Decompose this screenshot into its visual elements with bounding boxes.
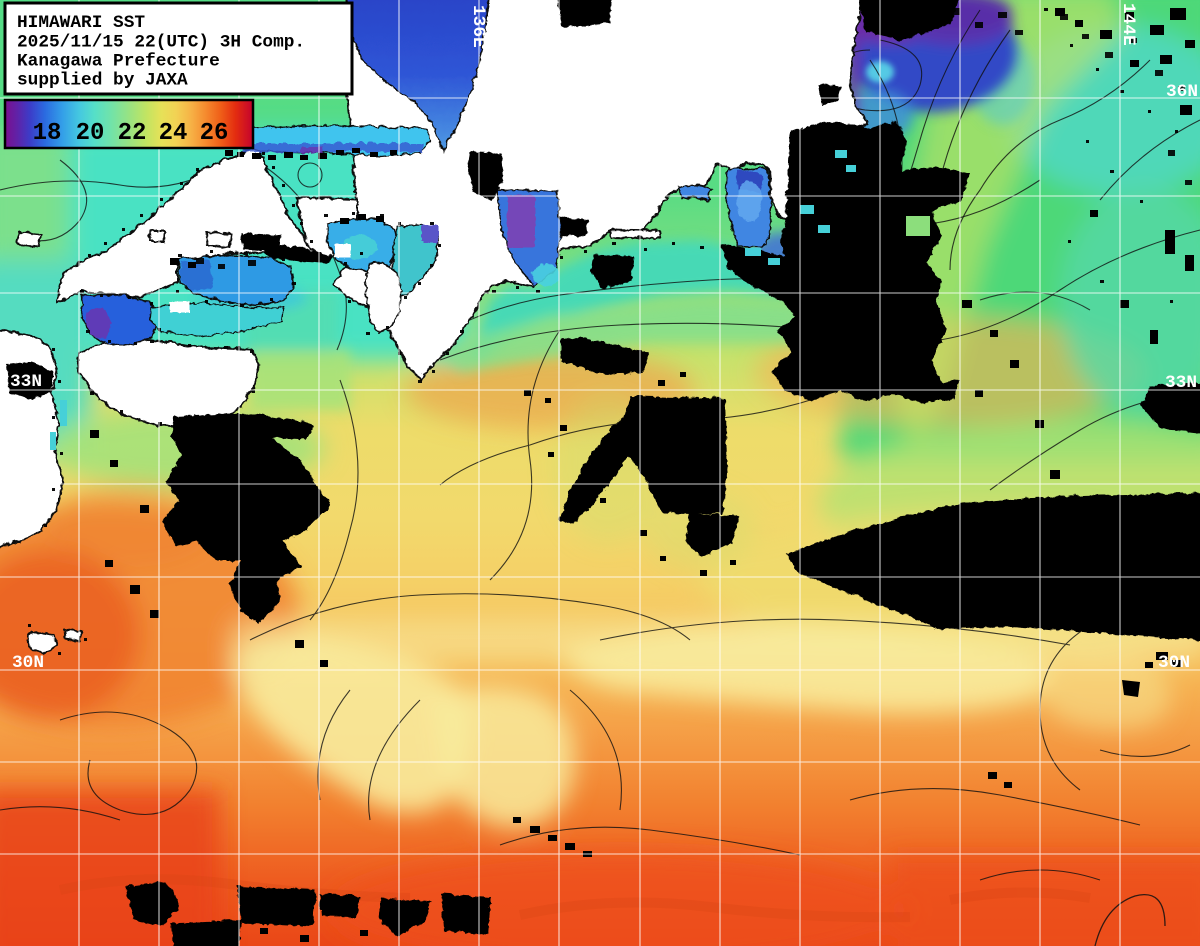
svg-text:supplied by JAXA: supplied by JAXA — [17, 71, 188, 91]
svg-text:HIMAWARI SST: HIMAWARI SST — [17, 13, 145, 33]
svg-text:18: 18 — [33, 120, 62, 147]
svg-text:2025/11/15 22(UTC) 3H Comp.: 2025/11/15 22(UTC) 3H Comp. — [17, 33, 305, 53]
svg-text:33N: 33N — [10, 372, 42, 392]
svg-text:Kanagawa Prefecture: Kanagawa Prefecture — [17, 52, 220, 72]
svg-text:30N: 30N — [1158, 653, 1190, 673]
svg-text:30N: 30N — [12, 653, 44, 673]
svg-text:33N: 33N — [1165, 373, 1197, 393]
svg-text:36N: 36N — [1166, 82, 1198, 102]
svg-text:20: 20 — [76, 120, 105, 147]
svg-text:26: 26 — [200, 120, 229, 147]
svg-text:136E: 136E — [468, 5, 488, 48]
svg-text:22: 22 — [118, 120, 147, 147]
svg-text:24: 24 — [159, 120, 188, 147]
svg-text:144E: 144E — [1118, 3, 1138, 46]
